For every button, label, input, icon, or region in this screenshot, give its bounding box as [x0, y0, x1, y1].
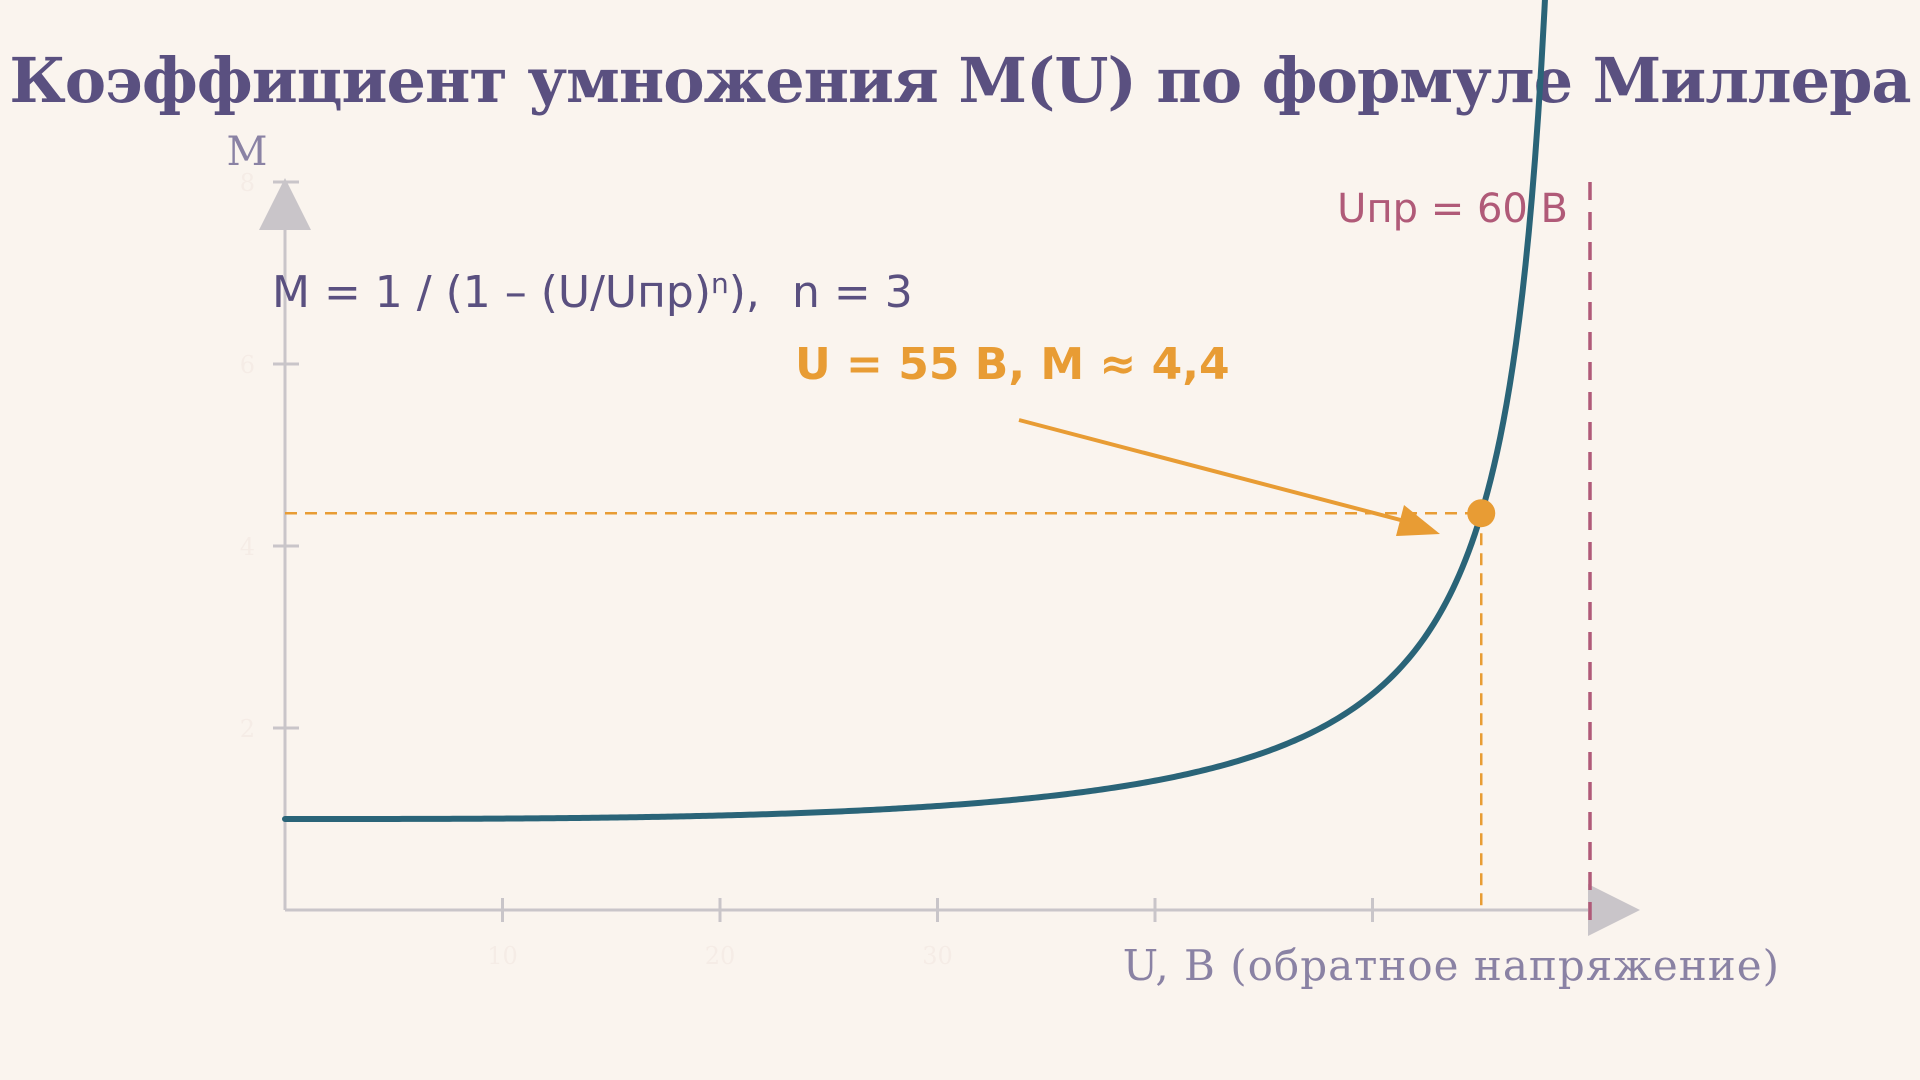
formula-body: M = 1 / (1 – (U/Uпр): [272, 267, 711, 318]
annotation-arrow-shaft: [1018, 418, 1413, 525]
y-tick-label: 6: [240, 351, 255, 379]
y-tick-label: 4: [240, 533, 255, 561]
formula-exponent: n: [711, 267, 729, 300]
x-axis-arrow: [1588, 884, 1640, 936]
y-tick-label: 2: [240, 715, 255, 743]
x-tick-label: 20: [705, 942, 736, 970]
annotation-arrow-head: [1396, 505, 1440, 536]
highlight-point: [1467, 499, 1496, 528]
y-axis-label: M: [227, 129, 268, 175]
point-label: U = 55 В, M ≈ 4,4: [795, 339, 1230, 390]
x-tick-label: 10: [487, 942, 518, 970]
formula: M = 1 / (1 – (U/Uпр)n),: [272, 267, 760, 318]
page-title: Коэффициент умножения M(U) по формуле Ми…: [9, 44, 1911, 117]
x-tick-label: 30: [922, 942, 953, 970]
y-axis-arrow: [259, 178, 311, 230]
axis-ticks: 10 20 30 2 4 6 8: [240, 169, 1374, 970]
x-axis-label: U, В (обратное напряжение): [1123, 941, 1780, 990]
series-line: [282, 0, 1548, 822]
formula-param: n = 3: [792, 267, 913, 318]
y-tick-label: 8: [240, 169, 255, 197]
formula-tail: ),: [729, 267, 760, 318]
